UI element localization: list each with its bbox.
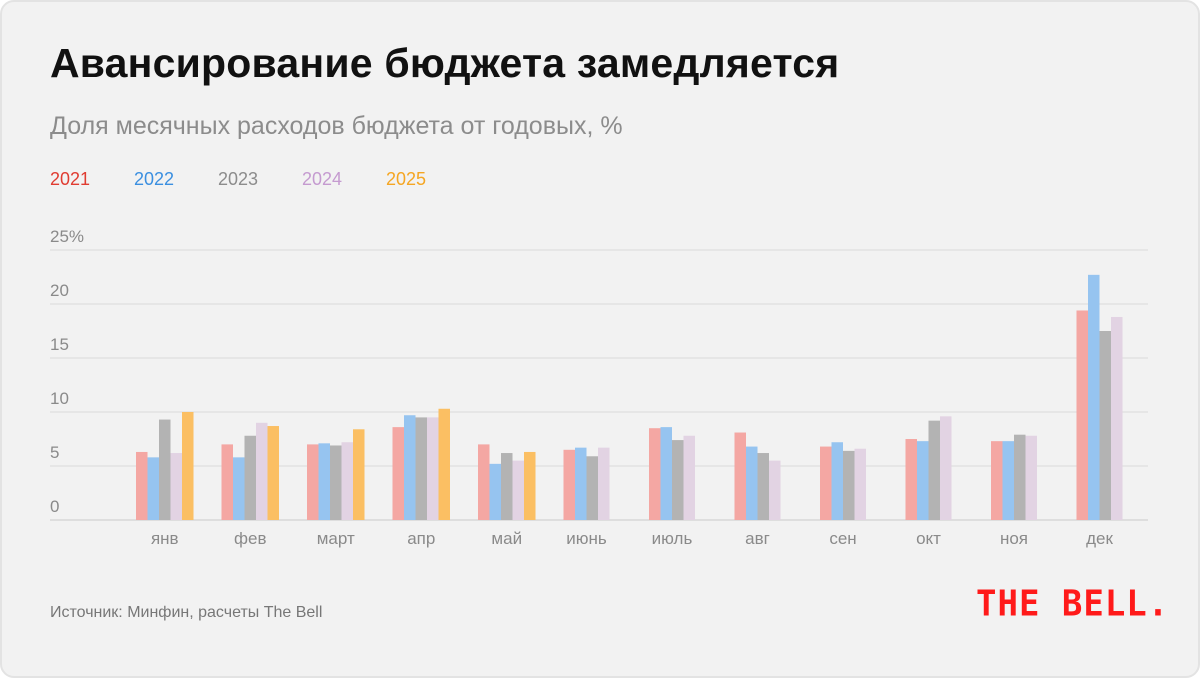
- x-tick-label: март: [317, 529, 355, 548]
- bar-2024-фев: [256, 422, 268, 520]
- bar-2023-июнь: [586, 456, 598, 520]
- bar-2021-окт: [905, 439, 917, 520]
- legend-item-2024: 2024: [302, 169, 343, 189]
- the-bell-logo: THE BELL.: [976, 583, 1170, 625]
- legend: 2021 2022 2023 2024 2025: [50, 169, 470, 190]
- bar-2024-авг: [769, 460, 781, 520]
- x-tick-label: июнь: [566, 529, 607, 548]
- x-tick-label: май: [491, 529, 522, 548]
- y-tick-label: 0: [50, 497, 59, 516]
- bar-2025-апр: [438, 408, 450, 520]
- bar-2022-март: [318, 443, 330, 520]
- y-tick-label: 25%: [50, 227, 84, 246]
- bar-2023-март: [330, 445, 342, 520]
- x-tick-label: ноя: [1000, 529, 1028, 548]
- bar-2023-дек: [1099, 331, 1111, 520]
- bar-2024-апр: [427, 417, 439, 520]
- bar-2025-март: [353, 429, 365, 520]
- bar-2025-май: [524, 451, 536, 520]
- bar-2024-янв: [170, 453, 182, 520]
- bar-2025-фев: [267, 426, 279, 520]
- bar-2023-сен: [843, 450, 855, 520]
- y-tick-label: 10: [50, 389, 69, 408]
- bar-2023-авг: [757, 453, 769, 520]
- bar-2021-авг: [734, 432, 746, 520]
- bar-2022-янв: [147, 457, 159, 520]
- bar-2021-сен: [820, 446, 832, 520]
- y-tick-label: 15: [50, 335, 69, 354]
- bar-2021-апр: [392, 427, 404, 520]
- bar-2021-янв: [136, 451, 148, 520]
- bar-2021-ноя: [991, 441, 1003, 520]
- bar-2024-ноя: [1025, 435, 1037, 520]
- bar-2023-янв: [159, 419, 171, 520]
- bar-2024-сен: [854, 448, 866, 520]
- bar-2023-июль: [672, 440, 684, 520]
- bar-2024-окт: [940, 416, 952, 520]
- bar-2023-апр: [415, 417, 427, 520]
- bar-2021-май: [478, 444, 490, 520]
- bar-2022-сен: [831, 442, 843, 520]
- bar-2023-окт: [928, 420, 940, 520]
- x-tick-label: окт: [916, 529, 941, 548]
- bar-2022-окт: [917, 441, 929, 520]
- x-tick-label: янв: [151, 529, 179, 548]
- bar-2025-янв: [182, 412, 194, 520]
- bar-2022-июль: [660, 427, 672, 520]
- legend-item-2023: 2023: [218, 169, 259, 189]
- bar-2021-дек: [1076, 310, 1088, 520]
- x-tick-label: сен: [829, 529, 856, 548]
- bar-2021-июнь: [563, 449, 575, 520]
- y-tick-label: 5: [50, 443, 59, 462]
- bar-2023-фев: [244, 435, 256, 520]
- bar-2021-фев: [221, 444, 233, 520]
- legend-item-2021: 2021: [50, 169, 91, 189]
- bar-2021-июль: [649, 428, 661, 520]
- x-tick-label: дек: [1086, 529, 1113, 548]
- bar-2024-дек: [1111, 316, 1123, 520]
- bar-2022-июнь: [575, 447, 587, 520]
- y-tick-label: 20: [50, 281, 69, 300]
- bar-2024-июнь: [598, 447, 610, 520]
- source-note: Источник: Минфин, расчеты The Bell: [50, 604, 323, 621]
- x-tick-label: апр: [407, 529, 435, 548]
- bar-2022-фев: [233, 457, 245, 520]
- bar-2024-май: [512, 460, 524, 520]
- x-tick-label: июль: [652, 529, 693, 548]
- chart-subtitle: Доля месячных расходов бюджета от годовы…: [50, 112, 623, 140]
- bar-2022-ноя: [1002, 441, 1014, 520]
- bar-2021-март: [307, 444, 319, 520]
- legend-item-2025: 2025: [386, 169, 427, 189]
- x-tick-label: авг: [745, 529, 770, 548]
- bar-2022-май: [489, 463, 501, 520]
- bar-2024-март: [341, 442, 353, 520]
- bar-2024-июль: [683, 435, 695, 520]
- chart-title: Авансирование бюджета замедляется: [50, 40, 840, 86]
- bar-2022-апр: [404, 415, 416, 520]
- legend-item-2022: 2022: [134, 169, 175, 189]
- bar-2023-май: [501, 453, 513, 520]
- x-tick-label: фев: [234, 529, 266, 548]
- bar-2023-ноя: [1014, 434, 1026, 520]
- bar-2022-дек: [1088, 274, 1100, 520]
- bar-2022-авг: [746, 446, 758, 520]
